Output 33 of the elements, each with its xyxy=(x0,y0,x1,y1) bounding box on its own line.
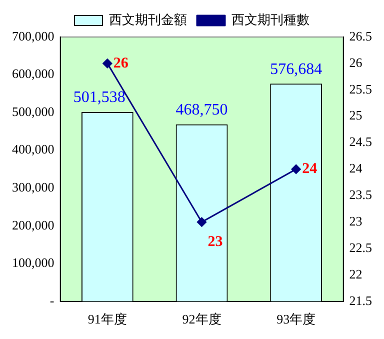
data-label: 26 xyxy=(113,55,129,72)
y-tick-label: 100,000 xyxy=(12,255,54,270)
y2-tick-label: 24 xyxy=(349,160,363,176)
data-label: 576,684 xyxy=(270,60,322,78)
y2-tick-label: 23.5 xyxy=(349,187,372,202)
y-tick-label: 500,000 xyxy=(12,104,54,119)
y2-tick-label: 21.5 xyxy=(349,292,372,308)
y2-tick-label: 23 xyxy=(349,214,362,228)
data-label: 501,538 xyxy=(73,89,126,106)
y-tick-label: 600,000 xyxy=(12,66,54,82)
x-tick-label: 92年度 xyxy=(182,312,222,327)
point xyxy=(102,58,112,68)
y2-tick-label: 24.5 xyxy=(349,134,372,150)
y-tick-label: 400,000 xyxy=(12,142,54,157)
legend-label: 西文期刊種數 xyxy=(232,12,310,27)
y2-tick-label: 22.5 xyxy=(349,240,372,255)
y2-tick-label: 25.5 xyxy=(349,81,372,96)
data-label: 24 xyxy=(302,161,318,178)
y2-tick-label: 22 xyxy=(349,266,362,282)
y-tick-label: 300,000 xyxy=(12,180,54,195)
data-label: 468,750 xyxy=(176,102,228,119)
y-tick-label: 700,000 xyxy=(12,28,54,44)
point xyxy=(291,164,301,174)
x-tick-label: 91年度 xyxy=(88,312,127,327)
legend-label: 西文期刊金額 xyxy=(109,12,187,27)
y2-tick-label: 26.5 xyxy=(349,28,372,44)
y-tick-label: - xyxy=(50,292,54,308)
x-tick-label: 93年度 xyxy=(276,312,316,327)
y-tick-label: 200,000 xyxy=(12,217,54,232)
y2-tick-label: 25 xyxy=(349,108,362,123)
point xyxy=(197,217,206,227)
y2-tick-label: 26 xyxy=(349,54,363,70)
data-label: 23 xyxy=(208,234,223,250)
